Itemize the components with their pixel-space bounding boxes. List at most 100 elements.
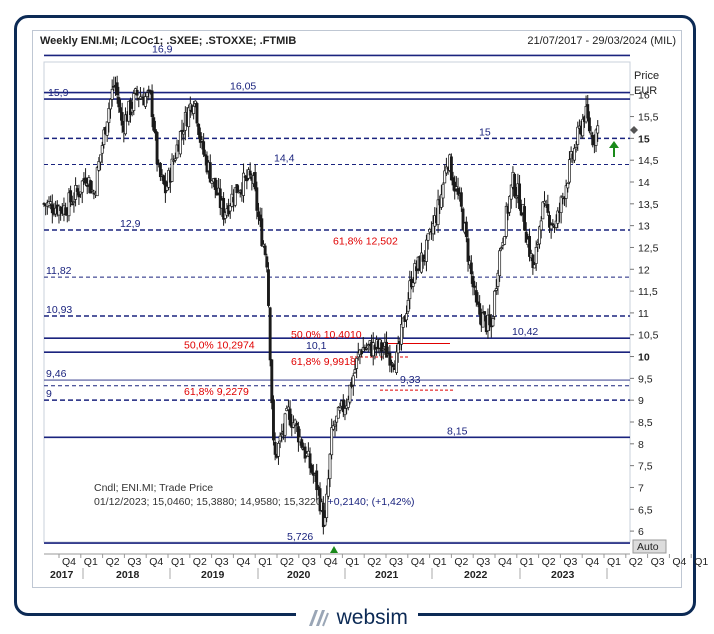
x-quarter-label: Q4 [62,556,76,568]
candle-body [74,185,78,200]
x-year-label: 2021 [375,569,399,581]
y-tick-label: 14 [638,177,650,189]
candle-body [268,307,272,361]
candle-body [153,129,157,134]
candle-body [90,189,94,192]
candle-body [95,167,99,197]
candle-body [267,269,270,306]
level-label: 9,46 [46,368,67,380]
candle-body [170,158,174,182]
y-tick-label: 12 [638,264,650,276]
candle-body [218,188,222,208]
y-tick-label: 9 [638,395,644,407]
candle-body [288,408,292,426]
y-tick-label: 15 [638,133,650,145]
level-label: 10,93 [46,304,72,316]
candle-body [549,224,553,230]
candle-body [109,98,112,110]
candle-body [333,424,337,427]
candle-body [589,132,593,135]
candle-body [158,162,162,178]
candle-body [330,427,334,456]
candle-body [543,200,546,204]
auto-scale-button[interactable] [632,539,667,554]
candle-body [444,166,448,174]
candle-body [278,435,282,442]
y-tick-label: 12,5 [638,242,659,254]
y-tick-label: 14,5 [638,155,659,167]
candle-body [202,141,206,155]
candle-body [523,206,527,231]
grid-layer [43,61,631,543]
candle-body [449,156,453,181]
candle-body [474,290,478,303]
level-label: 16,9 [152,43,173,55]
candle-body [203,154,207,157]
candle-body [572,147,576,161]
candle-body [405,313,408,321]
candle-body [300,439,304,448]
candle-body [145,92,149,97]
candle-body [461,208,465,231]
candle-body [343,408,347,416]
level-label: 12,9 [120,218,141,230]
candle-body [80,180,84,193]
candle-body [155,132,159,165]
candle-body [110,88,114,100]
x-year-label: 2023 [551,569,575,581]
level-label: 5,726 [287,531,313,543]
candle-body [539,220,543,231]
candle-body [64,207,68,216]
candle-body [534,246,538,264]
labels-layer: 16,9 16,05 15,9 15 14,4 12,9 11,82 10,93 10,42 10… [46,43,538,543]
candle-body [476,301,480,305]
candle-body [296,426,300,443]
candle-body [280,433,284,436]
candle-body [69,190,73,203]
y-axis: 16 15,5 15 14,5 14 13,5 13 12,5 12 11,5 11 10,5 10 9,… [630,90,659,538]
candle-body [481,312,485,328]
auto-scale-label[interactable]: Auto [637,541,659,553]
candle-body [277,442,280,457]
level-label: 16,05 [230,81,256,93]
candle-body [466,238,470,262]
candle-body [493,290,497,317]
candle-body [321,502,325,528]
candle-body [222,197,226,220]
candle-body [508,196,512,213]
candle-body [554,220,558,228]
candle-body [152,117,156,131]
x-quarter-label: Q3 [651,556,665,568]
candle-body [559,196,563,213]
candle-body [308,453,312,469]
candle-body [548,215,551,228]
candle-body [105,121,109,136]
candle-body [120,112,124,126]
x-quarter-label: Q3 [476,556,490,568]
info-line-2: 01/12/2023; 15,0460; 15,3880; 14,9580; 1… [94,496,415,508]
last-price-diamond-icon [630,126,638,134]
y-tick-label: 10,5 [638,330,659,342]
candle-body [346,399,350,408]
candle-body [100,145,104,154]
candle-body [102,129,106,146]
candle-body [424,239,428,262]
candle-body [494,288,498,291]
candle-body [439,194,443,208]
candle-body [213,177,217,190]
chart-date-range: 21/07/2017 - 29/03/2024 (MIL) [527,35,676,47]
candle-body [541,201,545,220]
candle-body [591,135,595,146]
candle-body [478,303,482,315]
candle-body [262,243,265,247]
x-quarter-label: Q1 [433,556,447,568]
y-tick-label: 11,5 [638,286,658,298]
plot-area [43,61,631,543]
x-year-label: 2019 [201,569,225,581]
fibonacci-label: 61,8% 9,9918 [291,356,356,368]
x-quarter-label: Q4 [149,556,163,568]
candle-body [178,131,182,155]
candle-body [50,204,54,214]
candle-body [395,351,398,373]
